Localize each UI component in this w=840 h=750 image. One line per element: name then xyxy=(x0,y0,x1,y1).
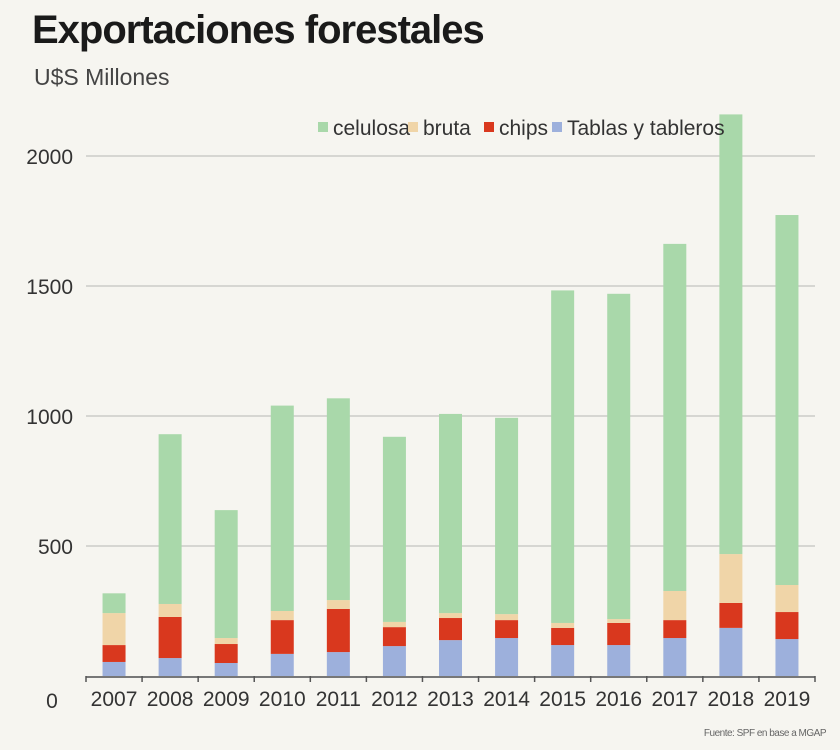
bar-segment-celulosa xyxy=(158,434,182,604)
bar-segment-celulosa xyxy=(775,215,799,585)
y-tick-label: 2000 xyxy=(26,146,73,169)
x-tick-label: 2016 xyxy=(595,688,642,711)
x-tick-label: 2008 xyxy=(147,688,194,711)
bar-segment-tablas-y-tableros xyxy=(270,653,294,676)
y-tick-label: 500 xyxy=(38,536,73,559)
bar-segment-bruta xyxy=(158,603,182,617)
x-tick-label: 2012 xyxy=(371,688,418,711)
bar-segment-bruta xyxy=(719,554,743,603)
bar-segment-tablas-y-tableros xyxy=(495,638,519,676)
x-tick-label: 2015 xyxy=(539,688,586,711)
bar-segment-tablas-y-tableros xyxy=(102,661,126,676)
x-tick-label: 2019 xyxy=(764,688,811,711)
legend-swatch xyxy=(318,122,328,132)
bar-segment-bruta xyxy=(382,621,406,628)
bar-segment-chips xyxy=(439,618,462,641)
y-tick-label: 1500 xyxy=(26,276,73,299)
bar-segment-bruta xyxy=(775,585,799,613)
x-tick-label: 2017 xyxy=(651,688,698,711)
x-tick-label: 2018 xyxy=(708,688,755,711)
bar-segment-bruta xyxy=(214,638,238,645)
bar-segment-tablas-y-tableros xyxy=(607,645,631,676)
chart-subtitle: U$S Millones xyxy=(34,64,170,90)
x-tick-label: 2007 xyxy=(91,688,138,711)
bar-segment-tablas-y-tableros xyxy=(158,658,182,676)
bar-segment-chips xyxy=(214,644,238,663)
bar-segment-celulosa xyxy=(382,436,406,622)
bar-segment-tablas-y-tableros xyxy=(214,663,238,676)
bar-segment-celulosa xyxy=(270,405,294,611)
bar-segment-bruta xyxy=(663,590,687,621)
chart-title: Exportaciones forestales xyxy=(32,8,485,52)
bar-segment-chips xyxy=(663,620,687,639)
bar-segment-celulosa xyxy=(551,290,575,623)
x-tick-label: 2009 xyxy=(203,688,250,711)
bar-segment-celulosa xyxy=(607,293,631,620)
legend-swatch xyxy=(484,122,494,132)
source-note: Fuente: SPF en base a MGAP xyxy=(703,728,827,739)
legend-label: celulosa xyxy=(333,117,410,140)
y-tick-label: 0 xyxy=(46,690,58,713)
bar-segment-bruta xyxy=(326,600,350,609)
bar-segment-bruta xyxy=(551,622,575,628)
bar-segment-chips xyxy=(102,645,126,662)
bar-segment-bruta xyxy=(102,613,126,646)
legend-swatch xyxy=(552,122,562,132)
bar-segment-chips xyxy=(382,627,406,647)
bar-segment-chips xyxy=(495,620,519,639)
bar-segment-bruta xyxy=(607,619,631,623)
x-tick-label: 2011 xyxy=(316,688,361,711)
y-tick-label: 1000 xyxy=(26,406,73,429)
bar-segment-chips xyxy=(775,612,799,640)
bar-segment-bruta xyxy=(439,613,462,619)
legend-label: bruta xyxy=(423,117,471,140)
legend-label: Tablas y tableros xyxy=(567,117,725,140)
bar-segment-tablas-y-tableros xyxy=(775,639,799,676)
x-tick-label: 2010 xyxy=(259,688,306,711)
legend-label: chips xyxy=(499,117,548,140)
bar-segment-celulosa xyxy=(495,417,519,615)
bar-segment-tablas-y-tableros xyxy=(663,638,687,676)
bar-segment-celulosa xyxy=(326,398,350,601)
bar-segment-tablas-y-tableros xyxy=(326,652,350,676)
bar-segment-chips xyxy=(158,616,182,659)
bar-segment-celulosa xyxy=(439,413,462,614)
bar-segment-tablas-y-tableros xyxy=(551,645,575,676)
bar-segment-chips xyxy=(607,622,631,646)
bar-segment-bruta xyxy=(270,611,294,621)
bar-segment-celulosa xyxy=(663,243,687,591)
bar-segment-tablas-y-tableros xyxy=(439,640,462,676)
bar-segment-tablas-y-tableros xyxy=(382,646,406,676)
legend-swatch xyxy=(408,122,418,132)
bar-segment-chips xyxy=(270,620,294,654)
bar-segment-chips xyxy=(719,602,743,628)
x-tick-label: 2014 xyxy=(483,688,530,711)
bar-segment-bruta xyxy=(495,614,519,621)
bar-segment-chips xyxy=(551,627,575,646)
x-tick-label: 2013 xyxy=(427,688,474,711)
bar-segment-celulosa xyxy=(102,593,126,614)
bar-segment-celulosa xyxy=(214,510,238,639)
bar-segment-chips xyxy=(326,608,350,653)
bar-segment-tablas-y-tableros xyxy=(719,627,743,676)
bar-segment-celulosa xyxy=(719,114,743,555)
